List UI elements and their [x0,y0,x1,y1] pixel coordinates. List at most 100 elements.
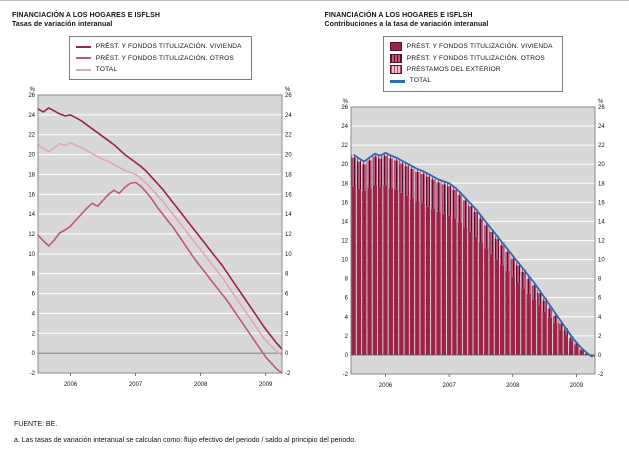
svg-text:2008: 2008 [194,382,208,388]
otros-line-swatch [75,57,91,60]
svg-text:16: 16 [29,193,36,199]
total-blue-line-swatch [389,79,405,83]
otros-bar-swatch [389,53,402,63]
plot-border [37,94,283,374]
svg-text:26: 26 [29,93,36,99]
legend-label: TOTAL [95,65,118,73]
x-axis-labels: 2006 2007 2008 2009 [379,373,584,389]
svg-text:20: 20 [598,162,605,168]
svg-text:18: 18 [285,173,292,179]
svg-text:22: 22 [598,143,605,149]
series-lines [37,107,284,375]
svg-text:8: 8 [344,276,348,282]
svg-text:8: 8 [598,276,602,282]
svg-text:0: 0 [32,351,36,357]
svg-text:2: 2 [32,332,36,338]
svg-text:16: 16 [341,200,348,206]
unit-label: % [342,99,348,105]
svg-text:12: 12 [29,232,36,238]
svg-text:6: 6 [32,292,36,298]
svg-text:-2: -2 [285,371,291,377]
svg-text:18: 18 [341,181,348,187]
charts-row: FINANCIACIÓN A LOS HOGARES E ISFLSH Tasa… [12,11,621,391]
svg-text:0: 0 [598,353,602,359]
source-note: FUENTE: BE. [14,421,58,428]
svg-text:24: 24 [285,113,292,119]
svg-text:8: 8 [285,272,289,278]
svg-text:0: 0 [344,353,348,359]
svg-text:12: 12 [598,238,605,244]
svg-text:10: 10 [285,252,292,258]
unit-label: % [30,87,36,93]
plot-border [350,106,596,375]
svg-text:22: 22 [285,133,292,139]
legend-item: PRÉSTAMOS DEL EXTERIOR [389,64,553,75]
legend-label: TOTAL [409,77,432,85]
chart-subtitle: Contribuciones a la tasa de variación in… [324,21,489,29]
legend-item: PRÉST. Y FONDOS TITULIZACIÓN. VIVIENDA [389,41,553,52]
svg-text:10: 10 [341,257,348,263]
unit-label: % [598,99,604,105]
svg-text:2007: 2007 [442,383,456,389]
left-chart-panel: FINANCIACIÓN A LOS HOGARES E ISFLSH Tasa… [12,11,309,391]
svg-text:20: 20 [341,162,348,168]
svg-text:10: 10 [598,257,605,263]
svg-text:20: 20 [285,153,292,159]
svg-text:2006: 2006 [379,383,393,389]
svg-text:6: 6 [344,295,348,301]
total-line [352,151,593,358]
legend-item: PRÉST. Y FONDOS TITULIZACIÓN. VIVIENDA [75,41,242,52]
svg-text:10: 10 [29,252,36,258]
svg-text:2009: 2009 [570,383,584,389]
svg-text:14: 14 [29,212,36,218]
series-line [37,107,284,351]
legend-label: PRÉST. Y FONDOS TITULIZACIÓN. VIVIENDA [406,43,553,51]
svg-text:22: 22 [29,133,36,139]
footer: FUENTE: BE. a. Las tasas de variación in… [14,420,356,445]
svg-text:20: 20 [29,153,36,159]
footnote: a. Las tasas de variación interanual se … [14,437,357,445]
svg-text:24: 24 [29,113,36,119]
svg-text:6: 6 [598,295,602,301]
legend-label: PRÉST. Y FONDOS TITULIZACIÓN. OTROS [406,54,545,62]
svg-text:2: 2 [344,334,348,340]
series-line [37,142,284,357]
svg-text:2008: 2008 [506,383,520,389]
right-chart-panel: FINANCIACIÓN A LOS HOGARES E ISFLSH Cont… [325,11,622,391]
vivienda-bar-swatch [389,42,402,52]
unit-label: % [285,87,291,93]
svg-text:2007: 2007 [129,382,143,388]
chart-title: FINANCIACIÓN A LOS HOGARES E ISFLSH [12,12,161,19]
legend-item: PRÉST. Y FONDOS TITULIZACIÓN. OTROS [389,53,553,64]
svg-text:16: 16 [598,200,605,206]
svg-text:2: 2 [598,334,602,340]
legend-label: PRÉST. Y FONDOS TITULIZACIÓN. OTROS [95,54,234,62]
svg-text:2006: 2006 [64,382,78,388]
svg-text:22: 22 [341,143,348,149]
x-axis-labels: 2006 2007 2008 2009 [64,373,273,388]
svg-text:2009: 2009 [259,382,273,388]
svg-text:0: 0 [285,351,289,357]
svg-text:4: 4 [285,312,289,318]
series-line [37,181,284,375]
exterior-bar-swatch [389,65,402,75]
legend-item: PRÉST. Y FONDOS TITULIZACIÓN. OTROS [75,53,242,64]
svg-text:12: 12 [341,238,348,244]
svg-text:-2: -2 [598,372,604,378]
svg-text:18: 18 [29,173,36,179]
legend: PRÉST. Y FONDOS TITULIZACIÓN. VIVIENDA P… [382,36,563,92]
svg-text:12: 12 [285,232,292,238]
svg-text:14: 14 [285,212,292,218]
legend-label: PRÉSTAMOS DEL EXTERIOR [406,65,501,73]
svg-text:26: 26 [341,105,348,111]
svg-text:16: 16 [285,193,292,199]
legend-label: PRÉST. Y FONDOS TITULIZACIÓN. VIVIENDA [95,43,242,51]
chart-title: FINANCIACIÓN A LOS HOGARES E ISFLSH [324,12,473,19]
svg-text:6: 6 [285,292,289,298]
svg-text:24: 24 [341,124,348,130]
